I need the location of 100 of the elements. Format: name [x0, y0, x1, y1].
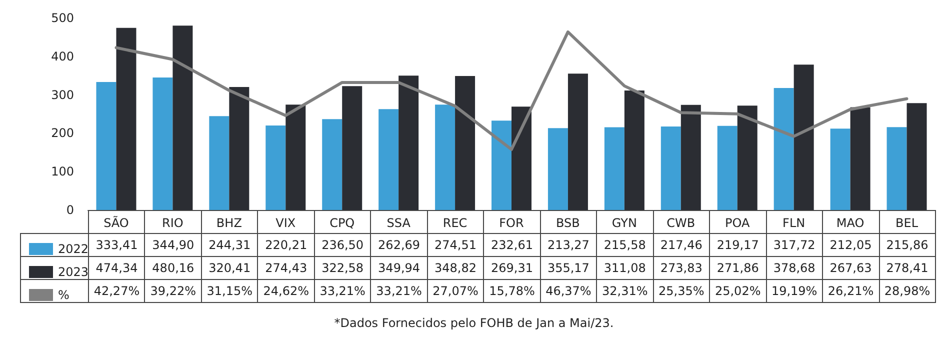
data-label: 273,83 [652, 256, 710, 280]
bar [512, 106, 532, 210]
y-tick-label: 400 [51, 49, 74, 64]
bar [152, 78, 173, 210]
x-tick-label: BSB [556, 216, 580, 230]
bar [172, 26, 193, 210]
data-label: 320,41 [200, 256, 258, 280]
x-tick-label: FOR [499, 216, 524, 230]
data-label: 274,51 [426, 233, 484, 257]
bar [286, 104, 306, 210]
data-label: 27,07% [426, 279, 484, 303]
x-tick-label: SSA [386, 216, 412, 230]
bar [398, 76, 419, 210]
bar [604, 127, 624, 210]
bar [906, 103, 927, 210]
data-label: 33,21% [370, 279, 428, 303]
bar [660, 126, 681, 210]
bar [116, 28, 136, 210]
data-label: 42,27% [88, 279, 146, 303]
bar [717, 126, 738, 210]
bar [342, 86, 362, 210]
bar [680, 104, 701, 210]
bar [455, 76, 476, 210]
x-tick-label: BHZ [216, 216, 242, 230]
data-label: 271,86 [709, 256, 767, 280]
data-label: 317,72 [766, 233, 824, 257]
x-tick-label: CWB [666, 216, 696, 230]
data-label: 236,50 [314, 233, 372, 257]
x-tick-label: RIO [162, 216, 184, 230]
data-label: 212,05 [822, 233, 880, 257]
text: *Dados Fornecidos pelo FOHB de Jan a Mai/23. [333, 316, 615, 330]
x-tick-label: POA [725, 216, 750, 230]
bar [794, 64, 814, 210]
y-tick-label: 200 [51, 126, 74, 140]
data-label: 25,35% [652, 279, 710, 303]
y-tick-label: 100 [51, 164, 74, 179]
bar [774, 88, 794, 210]
data-label: 322,58 [314, 256, 372, 280]
bar [322, 119, 342, 210]
data-label: 26,21% [822, 279, 880, 303]
data-label: 219,17 [709, 233, 767, 257]
data-label: 311,08 [596, 256, 654, 280]
legend-label: 2023 [58, 265, 89, 279]
x-tick-label: CPQ [330, 216, 355, 230]
data-label: 220,21 [257, 233, 315, 257]
bar [886, 127, 907, 210]
data-label: 378,68 [766, 256, 824, 280]
bar [737, 106, 758, 210]
data-label: 333,41 [88, 233, 146, 257]
y-tick-label: 0 [66, 203, 74, 217]
legend-label: 2022 [58, 242, 89, 256]
bar [568, 74, 588, 210]
data-label: 232,61 [483, 233, 541, 257]
data-label: 25,02% [709, 279, 767, 303]
data-label: 274,43 [257, 256, 315, 280]
x-tick-label: SÃO [104, 215, 129, 230]
data-label: 474,34 [88, 256, 146, 280]
bar [229, 86, 250, 210]
bar [548, 128, 568, 210]
data-label: 262,69 [370, 233, 428, 257]
bar [435, 104, 456, 210]
data-label: 19,19% [766, 279, 824, 303]
x-tick-label: REC [442, 216, 468, 230]
data-label: 355,17 [540, 256, 598, 280]
bar [850, 107, 870, 210]
data-label: 46,37% [540, 279, 598, 303]
x-tick-label: MAO [836, 216, 864, 230]
data-label: 24,62% [257, 279, 315, 303]
data-label: 15,78% [483, 279, 541, 303]
data-label: 32,31% [596, 279, 654, 303]
bar [492, 120, 512, 210]
bar [624, 90, 644, 210]
data-label: 267,63 [822, 256, 880, 280]
data-label: 278,41 [878, 256, 936, 280]
bar [830, 128, 850, 210]
y-tick-label: 500 [51, 11, 74, 25]
data-label: 349,94 [370, 256, 428, 280]
data-label: 348,82 [426, 256, 484, 280]
data-label: 217,46 [652, 233, 710, 257]
data-label: 269,31 [483, 256, 541, 280]
data-label: 33,21% [314, 279, 372, 303]
y-tick-label: 300 [51, 88, 74, 102]
data-label: 215,86 [878, 233, 936, 257]
x-tick-label: FLN [782, 216, 806, 230]
data-label: 244,31 [200, 233, 258, 257]
data-label: 213,27 [540, 233, 598, 257]
legend-label: % [58, 288, 70, 302]
bar [266, 125, 286, 210]
data-label: 480,16 [144, 256, 202, 280]
data-label: 344,90 [144, 233, 202, 257]
data-label: 39,22% [144, 279, 202, 303]
data-label: 215,58 [596, 233, 654, 257]
x-tick-label: GYN [612, 216, 637, 230]
bar [209, 116, 230, 210]
data-label: 31,15% [200, 279, 258, 303]
bar [378, 109, 399, 210]
x-tick-label: VIX [276, 216, 296, 230]
x-tick-label: BEL [896, 216, 918, 230]
data-label: 28,98% [878, 279, 936, 303]
bar [96, 82, 116, 210]
